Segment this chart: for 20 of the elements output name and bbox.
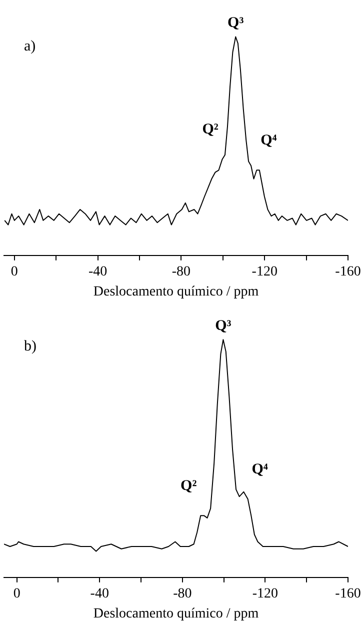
annotation: b) (24, 338, 36, 354)
x-axis-title: Deslocamento químico / ppm (93, 284, 259, 300)
x-tick-label: -160 (335, 264, 361, 280)
annotation: Q⁴ (252, 461, 268, 478)
x-tick-label: -120 (252, 264, 278, 280)
x-tick-label: -120 (252, 586, 278, 602)
annotation: Q³ (228, 15, 244, 32)
x-tick-label: -40 (88, 264, 108, 280)
annotation: Q⁴ (260, 132, 278, 149)
x-tick-label: -80 (172, 264, 191, 280)
annotation: Q³ (215, 318, 232, 334)
annotation: Q² (180, 478, 198, 494)
x-axis-title: Deslocamento químico / ppm (93, 606, 259, 622)
annotation: Q² (202, 122, 219, 138)
annotation: a) (24, 38, 36, 54)
x-tick-label: 0 (10, 264, 18, 280)
x-tick-label: -40 (90, 586, 109, 602)
x-tick-label: 0 (13, 586, 20, 602)
x-tick-label: -80 (173, 586, 192, 602)
x-tick-label: -160 (335, 586, 361, 602)
